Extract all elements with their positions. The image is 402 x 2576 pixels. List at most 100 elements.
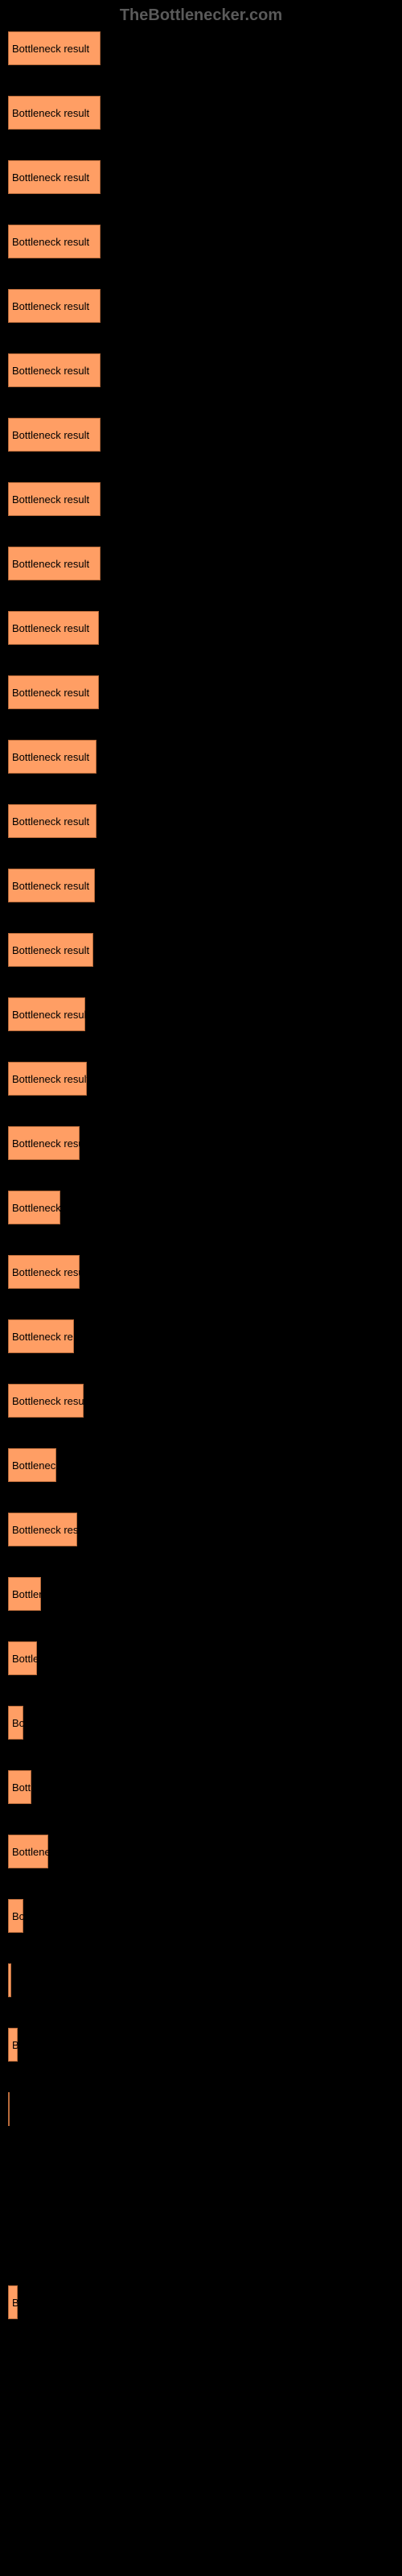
bar: Bottleneck result bbox=[8, 740, 96, 774]
bar-label: Bottleneck result bbox=[12, 429, 89, 441]
bar-label: Bo bbox=[12, 1910, 25, 1922]
bar-row: Bottleneck result bbox=[8, 611, 394, 645]
bar-row: Bottlene bbox=[8, 1835, 394, 1868]
bar-row bbox=[8, 1963, 394, 1997]
bar-row: Bottleneck re bbox=[8, 1319, 394, 1353]
bar-row bbox=[8, 2221, 394, 2255]
bar-row: Bottleneck bbox=[8, 1191, 394, 1224]
bar-label: Bottleneck result bbox=[12, 944, 89, 956]
bar-label: Bottleneck result bbox=[12, 300, 89, 312]
bar-label: Bottleneck result bbox=[12, 107, 89, 119]
bar: Bottleneck result bbox=[8, 869, 95, 902]
bar-row: Bottleneck result bbox=[8, 740, 394, 774]
bar: Bottlene bbox=[8, 1835, 48, 1868]
bar bbox=[8, 1963, 11, 1997]
bar-row: Bottleneck result bbox=[8, 675, 394, 709]
bar: Bottleneck result bbox=[8, 353, 100, 387]
bar: Bottleneck bbox=[8, 1448, 56, 1482]
bar-label: Bottleneck result bbox=[12, 365, 89, 377]
bar-label: Bottleneck re bbox=[12, 1331, 73, 1343]
bar: Bo bbox=[8, 1899, 23, 1933]
bar-row: Bottleneck result bbox=[8, 482, 394, 516]
bar: Bottleneck result bbox=[8, 482, 100, 516]
bar-label: Bottleneck result bbox=[12, 751, 89, 763]
bar: Bottleneck result bbox=[8, 418, 100, 452]
bar-label: Bottleneck result bbox=[12, 880, 89, 892]
bar: Bottleneck resu bbox=[8, 1255, 80, 1289]
bar: Bottleneck resul bbox=[8, 997, 85, 1031]
bar-label: Bottleneck result bbox=[12, 815, 89, 828]
watermark-text: TheBottlenecker.com bbox=[0, 0, 402, 31]
bar-label: Bottleneck result bbox=[12, 1073, 89, 1085]
bar-label: Bottleneck resul bbox=[12, 1009, 87, 1021]
bar: Bottleneck result bbox=[8, 96, 100, 130]
bar: Bottleneck result bbox=[8, 31, 100, 65]
bar: Bottleneck resul bbox=[8, 1384, 84, 1418]
bar-label: Bottleneck resul bbox=[12, 1395, 87, 1407]
bar bbox=[8, 2092, 10, 2126]
bar-row bbox=[8, 2092, 394, 2126]
bar-row: Bottleneck resu bbox=[8, 1255, 394, 1289]
bar-row: Bottler bbox=[8, 1577, 394, 1611]
bar-row: Bottleneck result bbox=[8, 418, 394, 452]
bar-label: Bottleneck result bbox=[12, 622, 89, 634]
bar-row: Bottleneck result bbox=[8, 96, 394, 130]
bar: Bottleneck result bbox=[8, 611, 99, 645]
bar: Bottleneck result bbox=[8, 675, 99, 709]
bar-row: Bo bbox=[8, 1706, 394, 1740]
bar-label: Bottleneck result bbox=[12, 236, 89, 248]
bar: Bottler bbox=[8, 1577, 41, 1611]
bar-row: Bottleneck result bbox=[8, 160, 394, 194]
bar-label: Bottleneck resu bbox=[12, 1137, 84, 1150]
bar-chart: Bottleneck result Bottleneck result Bottle… bbox=[0, 31, 402, 2366]
bar-row: Bottleneck result bbox=[8, 353, 394, 387]
bar-row: Bottleneck resul bbox=[8, 1384, 394, 1418]
bar: Bo bbox=[8, 1706, 23, 1740]
bar-label: Bottleneck resu bbox=[12, 1266, 84, 1278]
bar-row: Bott bbox=[8, 1770, 394, 1804]
bar-row: Bottleneck result bbox=[8, 933, 394, 967]
bar-label: Bottle bbox=[12, 1653, 39, 1665]
bar-row: Bottle bbox=[8, 1641, 394, 1675]
bar-row: Bottleneck result bbox=[8, 289, 394, 323]
bar: Bottleneck resu bbox=[8, 1126, 80, 1160]
bar-row: Bottleneck bbox=[8, 1448, 394, 1482]
bar-row: Bottleneck result bbox=[8, 804, 394, 838]
bar: B bbox=[8, 2028, 18, 2062]
bar: Bottleneck result bbox=[8, 289, 100, 323]
bar: Bottleneck res bbox=[8, 1513, 77, 1546]
bar-label: Bottleneck result bbox=[12, 687, 89, 699]
bar-row: Bottleneck result bbox=[8, 31, 394, 65]
bar-label: Bottleneck bbox=[12, 1459, 61, 1472]
bar-label: Bottleneck result bbox=[12, 558, 89, 570]
bar-label: Bottleneck result bbox=[12, 43, 89, 55]
bar-label: B bbox=[12, 2039, 19, 2051]
bar-label: Bottlene bbox=[12, 1846, 51, 1858]
bar-label: Bottleneck result bbox=[12, 171, 89, 184]
bar: Bottleneck result bbox=[8, 933, 93, 967]
bar-row: Bottleneck result bbox=[8, 1062, 394, 1096]
bar: Bottleneck result bbox=[8, 547, 100, 580]
bar-label: B bbox=[12, 2297, 19, 2309]
bar-label: Bottleneck bbox=[12, 1202, 61, 1214]
bar: Bottleneck result bbox=[8, 160, 100, 194]
bar-label: Bottleneck res bbox=[12, 1524, 78, 1536]
bar-label: Bottleneck result bbox=[12, 493, 89, 506]
bar-row: B bbox=[8, 2028, 394, 2062]
bar: Bottleneck bbox=[8, 1191, 60, 1224]
bar-row: Bottleneck resu bbox=[8, 1126, 394, 1160]
bar: Bottleneck re bbox=[8, 1319, 74, 1353]
bar-row bbox=[8, 2157, 394, 2190]
bar-label: Bottler bbox=[12, 1588, 43, 1600]
bar-label: Bott bbox=[12, 1781, 31, 1794]
bar: Bott bbox=[8, 1770, 31, 1804]
bar-row: Bottleneck result bbox=[8, 869, 394, 902]
bar-label: Bo bbox=[12, 1717, 25, 1729]
bar-row: Bottleneck result bbox=[8, 547, 394, 580]
bar-row: B bbox=[8, 2285, 394, 2319]
bar: Bottleneck result bbox=[8, 225, 100, 258]
bar: Bottleneck result bbox=[8, 804, 96, 838]
bar: Bottle bbox=[8, 1641, 37, 1675]
bar: Bottleneck result bbox=[8, 1062, 87, 1096]
bar-row: Bottleneck res bbox=[8, 1513, 394, 1546]
